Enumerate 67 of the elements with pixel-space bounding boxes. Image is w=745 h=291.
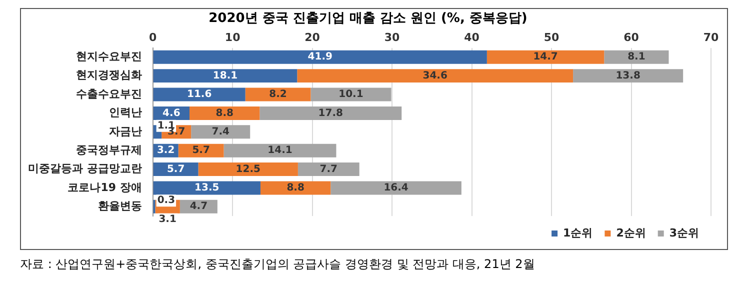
- data-label: 5.7: [166, 164, 185, 175]
- bar: [604, 50, 669, 64]
- bar: [573, 69, 684, 83]
- legend-label: 1순위: [563, 226, 593, 240]
- y-tick-label: 수출수요부진: [76, 87, 142, 100]
- bar: [310, 88, 392, 102]
- data-label: 7.4: [212, 126, 230, 138]
- bar: [224, 144, 336, 158]
- bar: [198, 162, 298, 176]
- bar: [153, 88, 246, 102]
- data-label: 12.5: [236, 164, 260, 175]
- y-tick-label: 현지수요부진: [76, 50, 142, 64]
- data-label: 8.1: [628, 52, 646, 63]
- y-tick-label: 미중갈등과 공급망교란: [28, 162, 142, 176]
- x-tick-label: 0: [149, 31, 157, 44]
- bar: [245, 88, 311, 102]
- y-tick-label: 자금난: [108, 124, 142, 138]
- x-tick-label: 10: [224, 31, 241, 44]
- bar: [178, 144, 224, 158]
- bar: [260, 181, 331, 195]
- x-tick-label: 50: [544, 31, 560, 44]
- data-label: 8.8: [216, 108, 234, 119]
- data-label: 14.7: [533, 52, 558, 63]
- bar: [297, 69, 574, 83]
- data-label: 34.6: [422, 70, 448, 82]
- bar: [153, 181, 260, 195]
- x-tick-label: 20: [304, 31, 320, 44]
- bar: [486, 50, 604, 64]
- data-label: 8.8: [286, 182, 304, 194]
- bar: [153, 69, 298, 83]
- data-label: 16.4: [384, 182, 408, 194]
- y-tick-label: 중국정부규제: [76, 143, 142, 156]
- legend-label: 3순위: [669, 226, 699, 240]
- data-label: 13.5: [194, 182, 220, 194]
- x-tick-label: 70: [703, 31, 719, 44]
- bar: [153, 162, 198, 176]
- data-label: 4.7: [190, 201, 208, 212]
- data-label: 11.6: [186, 89, 212, 100]
- data-label: 41.9: [308, 52, 333, 63]
- legend-label: 2순위: [616, 226, 646, 240]
- data-label: 3.1: [158, 214, 176, 225]
- bar: [191, 125, 250, 139]
- data-label: 18.1: [212, 70, 238, 82]
- bar: [330, 181, 462, 195]
- bar: [260, 106, 402, 120]
- data-label: 13.8: [616, 70, 640, 82]
- y-tick-label: 인력난: [108, 106, 142, 120]
- data-label: 10.1: [338, 89, 364, 100]
- data-label: 17.8: [318, 108, 344, 119]
- x-tick-label: 30: [384, 31, 400, 44]
- data-label: 5.7: [192, 145, 210, 156]
- bar: [298, 162, 360, 176]
- y-tick-label: 코로나19 장애: [68, 180, 142, 194]
- data-label: 4.6: [162, 108, 180, 119]
- y-tick-label: 환율변동: [98, 200, 142, 213]
- x-tick-label: 60: [624, 31, 640, 44]
- bar: [190, 106, 260, 120]
- bar: [153, 50, 487, 64]
- chart-title: 2020년 중국 진출기업 매출 감소 원인 (%, 중복응답): [208, 11, 528, 26]
- y-tick-label: 현지경쟁심화: [76, 68, 142, 82]
- data-label: 14.1: [268, 145, 292, 156]
- data-label: 7.7: [320, 164, 338, 175]
- text: 자료 : 산업연구원+중국한국상회, 중국진출기업의 공급사슬 경영환경 및 전망과 대응, 21년 2월: [20, 256, 536, 273]
- data-label: 0.3: [157, 195, 176, 206]
- data-label: 8.2: [269, 89, 287, 100]
- x-tick-label: 40: [464, 31, 480, 44]
- data-label: 3.2: [156, 145, 175, 156]
